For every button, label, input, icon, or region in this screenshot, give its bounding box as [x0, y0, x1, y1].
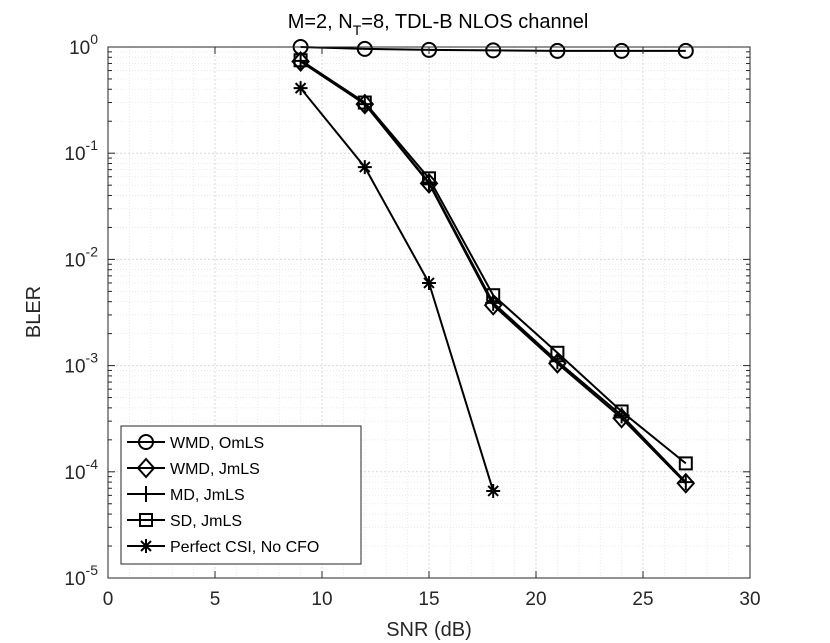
data-point-square [614, 404, 629, 419]
x-tick-label: 25 [632, 589, 653, 610]
legend-marker-plus [138, 486, 154, 502]
data-point-plus [549, 353, 566, 370]
y-tick-base: 10 [69, 38, 90, 59]
y-tick-exponent: -5 [86, 562, 99, 578]
x-tick-label: 20 [525, 589, 546, 610]
legend-label: WMD, JmLS [170, 461, 260, 478]
data-point-asterisk [486, 483, 501, 498]
x-tick-label: 5 [210, 589, 221, 610]
data-point-asterisk [293, 81, 308, 96]
series-line-5 [299, 87, 495, 492]
data-point-circle [421, 41, 437, 58]
x-tick-label: 10 [311, 589, 332, 610]
legend-label: SD, JmLS [170, 513, 242, 530]
data-point-asterisk [422, 275, 436, 290]
x-tick-label: 0 [103, 589, 114, 610]
x-tick-label: 15 [418, 589, 439, 610]
data-point-square [357, 95, 372, 110]
data-point-diamond [676, 472, 696, 494]
y-tick-label: 100 [69, 31, 98, 59]
data-point-square [422, 171, 436, 186]
legend: WMD, OmLS WMD, JmLS MD, JmLS SD, JmLS Perfec… [120, 425, 362, 565]
y-tick-label: 10-1 [64, 137, 98, 165]
chart-title: M=2, NT=8, TDL-B NLOS channel [288, 11, 589, 38]
series-markers [291, 39, 696, 498]
legend-marker-diamond [136, 457, 156, 479]
y-tick-base: 10 [64, 569, 85, 590]
data-point-square [293, 53, 308, 68]
y-tick-exponent: -2 [86, 243, 99, 259]
y-tick-label: 10-5 [64, 562, 98, 590]
data-point-square [678, 456, 693, 471]
data-point-plus [677, 474, 694, 491]
y-tick-base: 10 [64, 357, 85, 378]
data-point-circle [549, 42, 566, 59]
x-axis-label: SNR (dB) [386, 619, 472, 641]
legend-marker-asterisk [139, 539, 153, 553]
data-point-plus [485, 294, 502, 311]
data-point-circle [677, 42, 694, 59]
data-point-circle [485, 42, 502, 59]
grid [107, 46, 751, 579]
data-point-circle [356, 40, 373, 57]
series-line-1 [300, 46, 686, 52]
y-tick-label: 10-3 [64, 350, 98, 378]
data-point-square [550, 345, 565, 360]
y-tick-exponent: -3 [86, 350, 99, 366]
y-tick-base: 10 [64, 250, 85, 271]
y-tick-label: 10-4 [64, 456, 98, 484]
legend-marker-square [139, 513, 153, 527]
x-tick-labels: 0 5 10 15 20 25 30 [103, 589, 761, 610]
y-tick-exponent: -4 [86, 456, 99, 472]
data-point-circle [613, 42, 630, 59]
y-tick-exponent: -1 [86, 137, 99, 153]
y-axis-label: BLER [23, 286, 45, 338]
y-tick-label: 10-2 [64, 243, 98, 271]
y-tick-exponent: 0 [90, 31, 98, 47]
data-point-asterisk [357, 160, 372, 175]
data-point-square [486, 288, 501, 303]
legend-entries: WMD, OmLS WMD, JmLS MD, JmLS SD, JmLS Perfec… [127, 434, 319, 556]
ticks [107, 46, 751, 579]
y-tick-base: 10 [64, 144, 85, 165]
legend-label: WMD, OmLS [170, 435, 264, 452]
y-tick-base: 10 [64, 463, 85, 484]
legend-label: Perfect CSI, No CFO [170, 539, 319, 556]
legend-label: MD, JmLS [170, 487, 245, 504]
x-tick-label: 30 [739, 589, 760, 610]
legend-marker-circle [138, 434, 154, 450]
